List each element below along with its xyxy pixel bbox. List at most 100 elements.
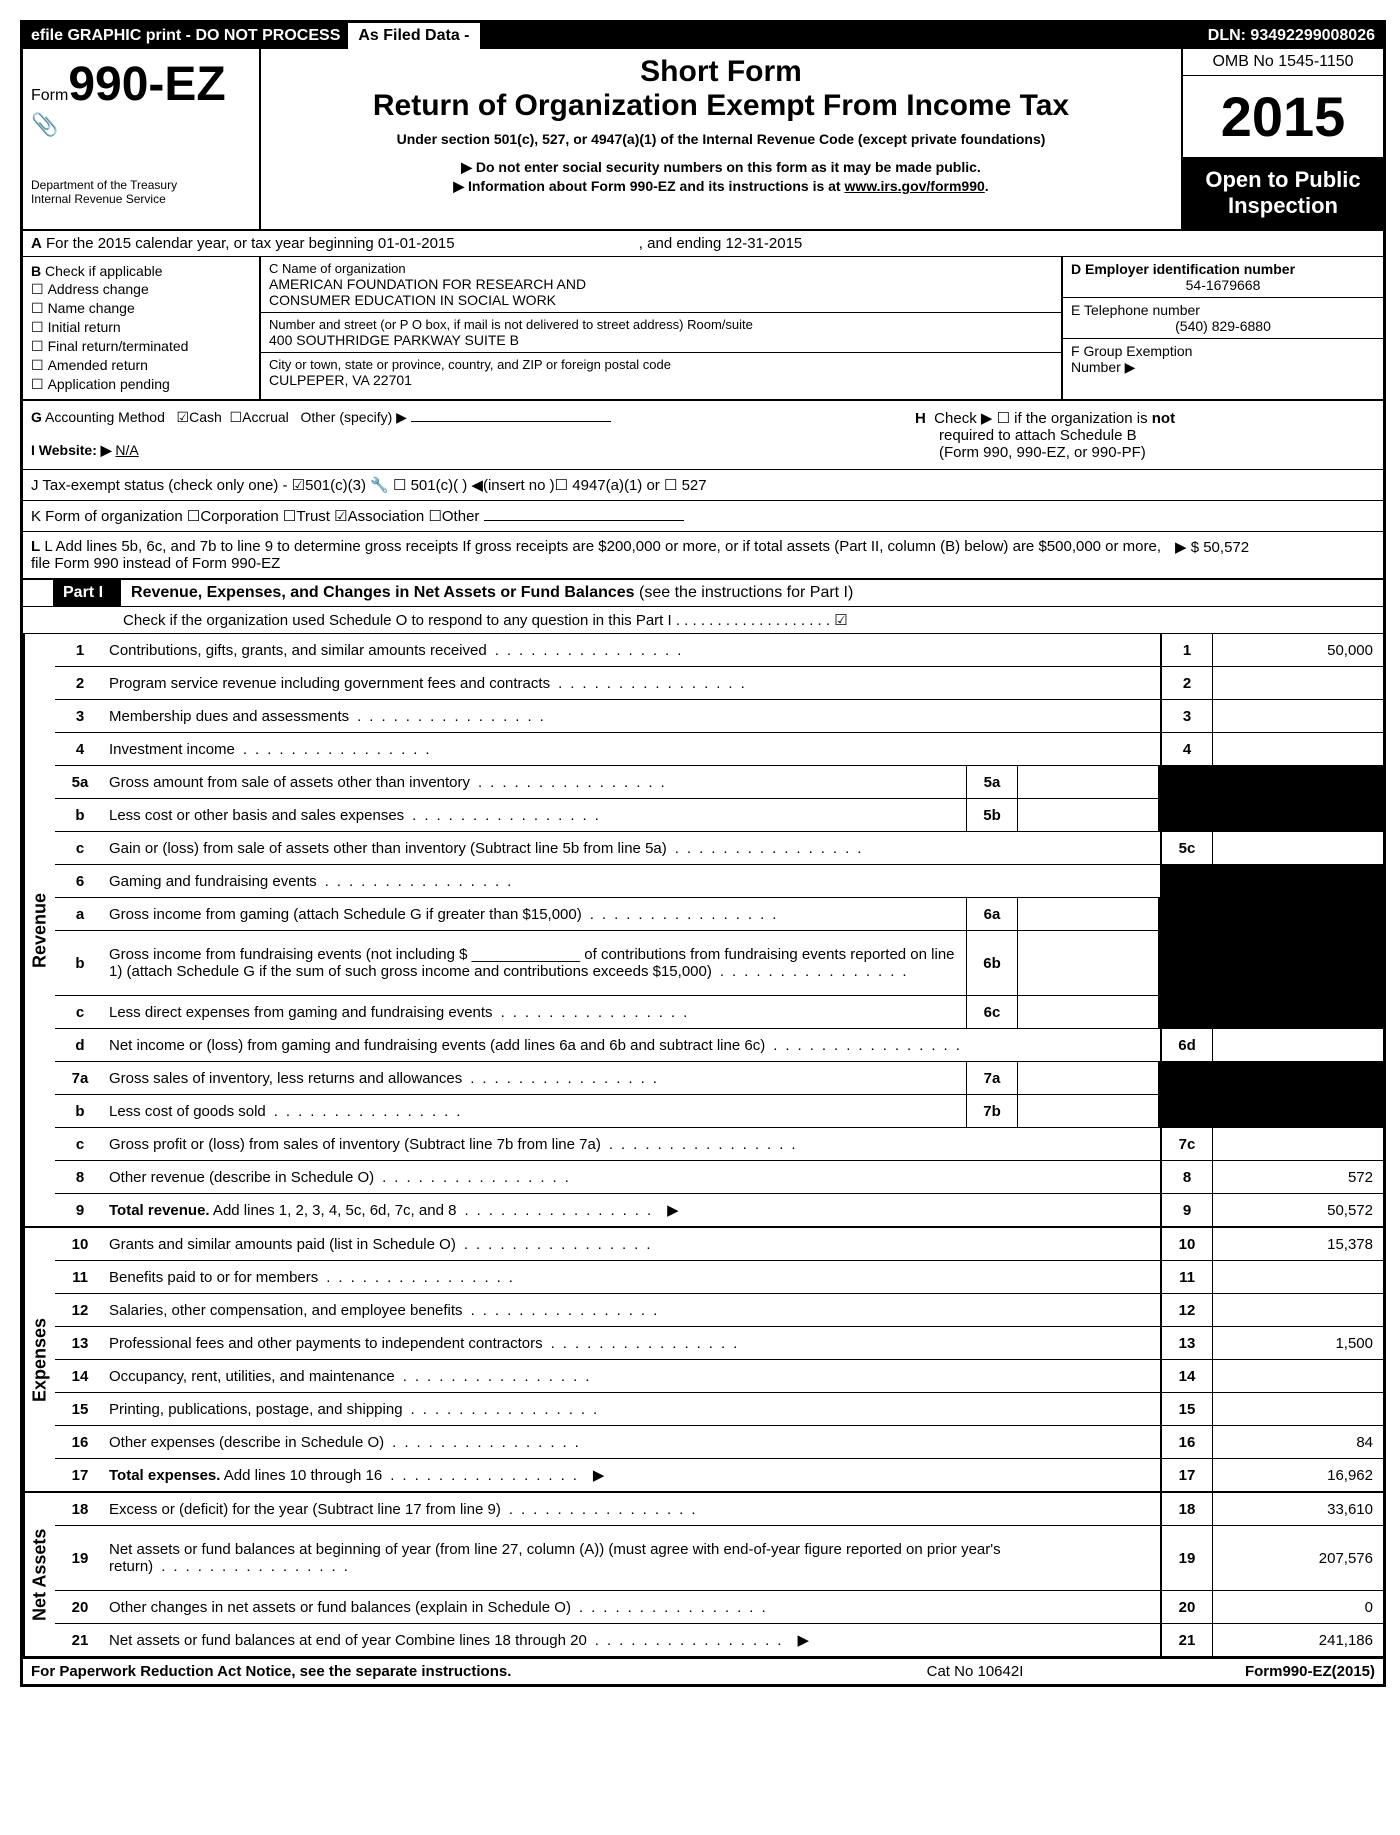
line-desc: Net assets or fund balances at end of ye… — [105, 1627, 1160, 1653]
line-number: b — [55, 807, 105, 824]
line-desc: Other expenses (describe in Schedule O).… — [105, 1430, 1160, 1455]
line-desc: Investment income................ — [105, 737, 1160, 762]
val-box — [1213, 667, 1383, 699]
num-box — [1160, 1095, 1213, 1127]
notice-1: ▶ Do not enter social security numbers o… — [271, 159, 1171, 176]
val-box — [1213, 799, 1383, 831]
line-row: 8Other revenue (describe in Schedule O).… — [55, 1161, 1383, 1194]
telephone: (540) 829-6880 — [1071, 318, 1375, 334]
chk-final[interactable]: Final return/terminated — [31, 338, 251, 355]
line-number: d — [55, 1037, 105, 1054]
val-box — [1213, 1294, 1383, 1326]
mid-val — [1018, 898, 1160, 930]
num-box — [1160, 799, 1213, 831]
val-box: 50,572 — [1213, 1194, 1383, 1226]
mid-val — [1018, 996, 1160, 1028]
treasury-2: Internal Revenue Service — [31, 192, 251, 206]
line-number: 17 — [55, 1467, 105, 1484]
line-row: 15Printing, publications, postage, and s… — [55, 1393, 1383, 1426]
val-box — [1213, 1261, 1383, 1293]
chk-amended[interactable]: Amended return — [31, 357, 251, 374]
val-box: 207,576 — [1213, 1526, 1383, 1590]
val-box: 15,378 — [1213, 1228, 1383, 1260]
form-990ez: efile GRAPHIC print - DO NOT PROCESS As … — [20, 20, 1386, 1687]
part-1-header: Part I Revenue, Expenses, and Changes in… — [23, 580, 1383, 607]
form-prefix: Form — [31, 87, 68, 104]
num-box: 16 — [1160, 1426, 1213, 1458]
omb-number: OMB No 1545-1150 — [1183, 49, 1383, 76]
num-box: 10 — [1160, 1228, 1213, 1260]
mid-val — [1018, 1062, 1160, 1094]
line-row: 6Gaming and fundraising events..........… — [55, 865, 1383, 898]
num-box: 5c — [1160, 832, 1213, 864]
num-box — [1160, 1062, 1213, 1094]
val-box — [1213, 898, 1383, 930]
line-number: 9 — [55, 1202, 105, 1219]
val-box: 0 — [1213, 1591, 1383, 1623]
num-box — [1160, 931, 1213, 995]
val-box — [1213, 1095, 1383, 1127]
val-box: 1,500 — [1213, 1327, 1383, 1359]
line-row: 20Other changes in net assets or fund ba… — [55, 1591, 1383, 1624]
line-row: dNet income or (loss) from gaming and fu… — [55, 1029, 1383, 1062]
line-number: 16 — [55, 1434, 105, 1451]
line-number: 13 — [55, 1335, 105, 1352]
line-desc: Less direct expenses from gaming and fun… — [105, 1000, 966, 1025]
line-row: aGross income from gaming (attach Schedu… — [55, 898, 1383, 931]
gross-receipts: ▶ $ 50,572 — [1175, 538, 1375, 572]
line-row: 10Grants and similar amounts paid (list … — [55, 1228, 1383, 1261]
line-number: 4 — [55, 741, 105, 758]
column-b: B Check if applicable Address change Nam… — [23, 257, 261, 399]
top-section: Form990-EZ 📎 Department of the Treasury … — [23, 49, 1383, 231]
row-k: K Form of organization ☐Corporation ☐Tru… — [23, 501, 1383, 532]
num-box: 6d — [1160, 1029, 1213, 1061]
line-number: b — [55, 955, 105, 972]
num-box: 1 — [1160, 634, 1213, 666]
section-b-to-f: B Check if applicable Address change Nam… — [23, 257, 1383, 401]
mid-val — [1018, 1095, 1160, 1127]
line-desc: Total expenses. Add lines 10 through 16.… — [105, 1462, 1160, 1488]
line-row: cGross profit or (loss) from sales of in… — [55, 1128, 1383, 1161]
row-l: L L Add lines 5b, 6c, and 7b to line 9 t… — [23, 532, 1383, 580]
num-box: 7c — [1160, 1128, 1213, 1160]
line-number: 19 — [55, 1550, 105, 1567]
line-desc: Excess or (deficit) for the year (Subtra… — [105, 1497, 1160, 1522]
val-box: 33,610 — [1213, 1493, 1383, 1525]
mid-val — [1018, 931, 1160, 995]
check-schedule-o: Check if the organization used Schedule … — [23, 607, 1383, 634]
row-h3: (Form 990, 990-EZ, or 990-PF) — [939, 444, 1375, 461]
line-desc: Salaries, other compensation, and employ… — [105, 1298, 1160, 1323]
line-row: 3Membership dues and assessments........… — [55, 700, 1383, 733]
line-row: 5aGross amount from sale of assets other… — [55, 766, 1383, 799]
val-box — [1213, 1128, 1383, 1160]
chk-initial[interactable]: Initial return — [31, 319, 251, 336]
line-number: c — [55, 1004, 105, 1021]
line-desc: Net assets or fund balances at beginning… — [105, 1537, 1160, 1579]
row-j: J Tax-exempt status (check only one) - ☑… — [23, 470, 1383, 501]
line-desc: Professional fees and other payments to … — [105, 1331, 1160, 1356]
line-row: 18Excess or (deficit) for the year (Subt… — [55, 1493, 1383, 1526]
line-number: 11 — [55, 1269, 105, 1286]
chk-pending[interactable]: Application pending — [31, 376, 251, 393]
line-row: 11Benefits paid to or for members.......… — [55, 1261, 1383, 1294]
num-box: 19 — [1160, 1526, 1213, 1590]
num-box — [1160, 898, 1213, 930]
website[interactable]: N/A — [115, 442, 138, 458]
column-d-e-f: D Employer identification number 54-1679… — [1063, 257, 1383, 399]
val-box: 16,962 — [1213, 1459, 1383, 1491]
line-number: 12 — [55, 1302, 105, 1319]
line-desc: Gaming and fundraising events...........… — [105, 869, 1160, 894]
chk-address[interactable]: Address change — [31, 281, 251, 298]
num-box: 8 — [1160, 1161, 1213, 1193]
irs-link[interactable]: www.irs.gov/form990 — [844, 178, 984, 194]
line-desc: Other revenue (describe in Schedule O)..… — [105, 1165, 1160, 1190]
form-number: 990-EZ — [68, 58, 225, 111]
val-box: 572 — [1213, 1161, 1383, 1193]
line-row: 1Contributions, gifts, grants, and simil… — [55, 634, 1383, 667]
line-desc: Printing, publications, postage, and shi… — [105, 1397, 1160, 1422]
line-desc: Gross amount from sale of assets other t… — [105, 770, 966, 795]
expenses-section: Expenses 10Grants and similar amounts pa… — [23, 1228, 1383, 1493]
row-h1: H Check ▶ ☐ if the organization is not — [915, 409, 1375, 427]
chk-name[interactable]: Name change — [31, 300, 251, 317]
line-desc: Occupancy, rent, utilities, and maintena… — [105, 1364, 1160, 1389]
